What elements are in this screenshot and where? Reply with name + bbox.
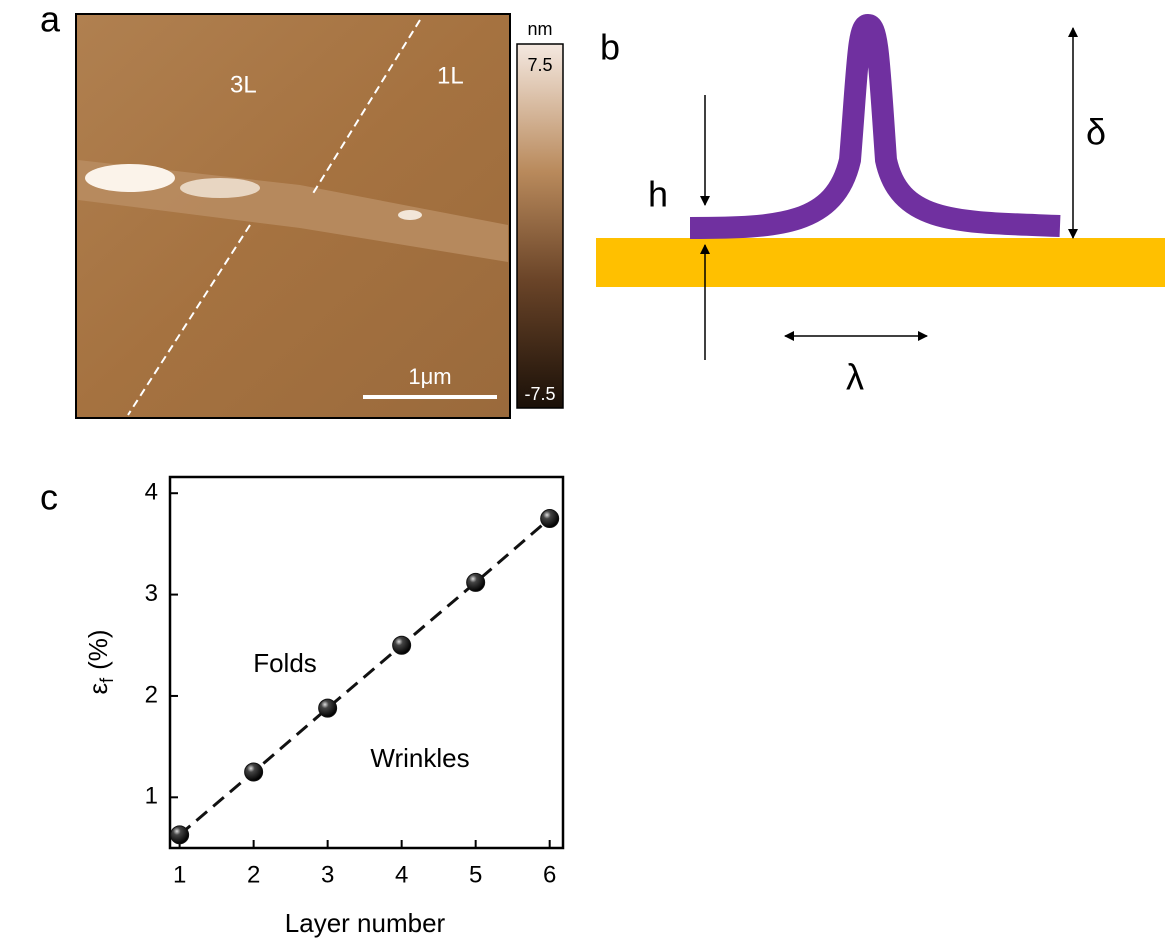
y-tick-label: 1 [145,783,158,810]
data-point [541,510,559,528]
y-axis-label: εf (%) [83,629,117,694]
figure: a 3L 1L 1μm nm 7.5 -7.5 b h δ λ c Layer … [0,0,1165,942]
colorbar-max: 7.5 [527,55,552,75]
wavelength-label: λ [846,357,864,398]
data-point [171,826,189,844]
panel-letter: b [600,27,620,68]
y-tick-label: 4 [145,479,158,506]
data-point [245,763,263,781]
data-point [393,636,411,654]
x-tick-label: 1 [173,861,186,888]
substrate [596,238,1165,287]
x-tick-label: 6 [543,861,556,888]
region-label: 3L [230,71,257,98]
y-tick-label: 2 [145,681,158,708]
annotation: Folds [253,648,317,678]
x-tick-label: 2 [247,861,260,888]
amplitude-label: δ [1086,112,1106,153]
colorbar-min: -7.5 [524,384,555,404]
data-point [467,573,485,591]
x-tick-label: 4 [395,861,408,888]
thickness-label: h [648,174,668,215]
annotation: Wrinkles [370,743,469,773]
y-label-subscript: f [97,677,117,683]
data-point [319,699,337,717]
x-axis-label: Layer number [285,908,446,938]
plot-frame [170,477,563,848]
panel-letter: a [40,0,61,40]
y-label-symbol: ε [83,683,113,695]
region-label: 1L [437,62,464,89]
x-tick-label: 3 [321,861,334,888]
trend-line [180,519,550,835]
colorbar [517,44,563,408]
fold-profile [690,25,1060,228]
scale-bar-label: 1μm [408,364,451,389]
y-label-unit: (%) [83,629,113,669]
panel-letter: c [40,477,58,518]
y-tick-label: 3 [145,580,158,607]
colorbar-unit: nm [527,19,552,39]
x-tick-label: 5 [469,861,482,888]
